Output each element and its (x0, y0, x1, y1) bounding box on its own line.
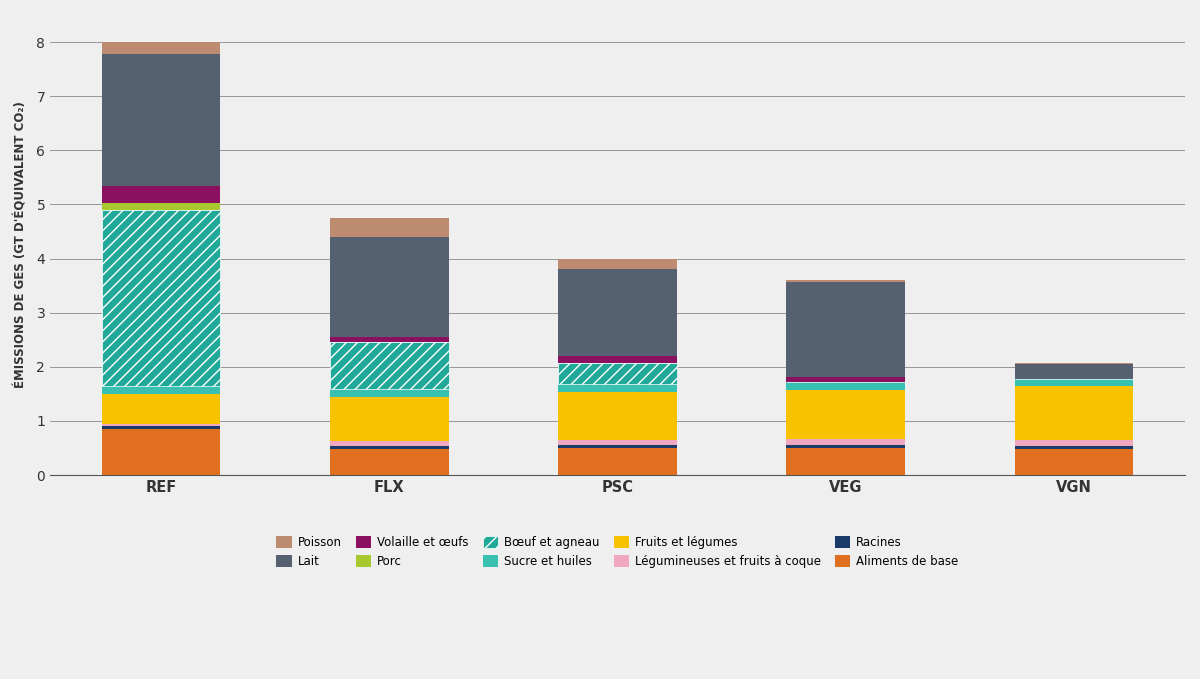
Bar (102, 42, 221, 54)
Bar (558, 363, 677, 384)
Bar (330, 342, 449, 388)
Legend: Poisson, Lait, Volaille et œufs, Porc, Bœuf et agneau, Sucre et huiles, Fruits e: Poisson, Lait, Volaille et œufs, Porc, B… (276, 536, 959, 568)
Bar (102, 394, 221, 424)
Bar (102, 204, 221, 210)
Bar (102, 210, 221, 386)
Bar (1015, 364, 1134, 380)
Bar (558, 259, 677, 270)
Bar (102, 386, 221, 394)
Bar (1015, 446, 1134, 449)
Bar (558, 270, 677, 356)
Bar (786, 280, 905, 282)
Bar (786, 382, 905, 390)
Bar (102, 426, 221, 429)
Bar (330, 218, 449, 237)
Bar (1015, 363, 1134, 364)
Bar (330, 449, 449, 475)
Bar (558, 448, 677, 475)
Bar (558, 392, 677, 440)
Bar (786, 448, 905, 475)
Bar (330, 337, 449, 342)
Bar (786, 282, 905, 377)
Bar (786, 439, 905, 445)
Bar (558, 384, 677, 392)
Bar (102, 429, 221, 475)
Bar (330, 388, 449, 397)
Bar (330, 441, 449, 446)
Bar (786, 377, 905, 382)
Bar (558, 445, 677, 448)
Bar (330, 237, 449, 337)
Bar (102, 185, 221, 204)
Y-axis label: ÉMISSIONS DE GES (GT D'ÉQUIVALENT CO₂): ÉMISSIONS DE GES (GT D'ÉQUIVALENT CO₂) (14, 102, 28, 388)
Bar (1015, 449, 1134, 475)
Bar (330, 397, 449, 441)
Bar (102, 54, 221, 185)
Bar (786, 390, 905, 439)
Bar (102, 424, 221, 426)
Bar (330, 446, 449, 449)
Bar (558, 356, 677, 363)
Bar (1015, 380, 1134, 386)
Bar (558, 440, 677, 445)
Bar (1015, 386, 1134, 440)
Bar (786, 445, 905, 448)
Bar (1015, 440, 1134, 446)
